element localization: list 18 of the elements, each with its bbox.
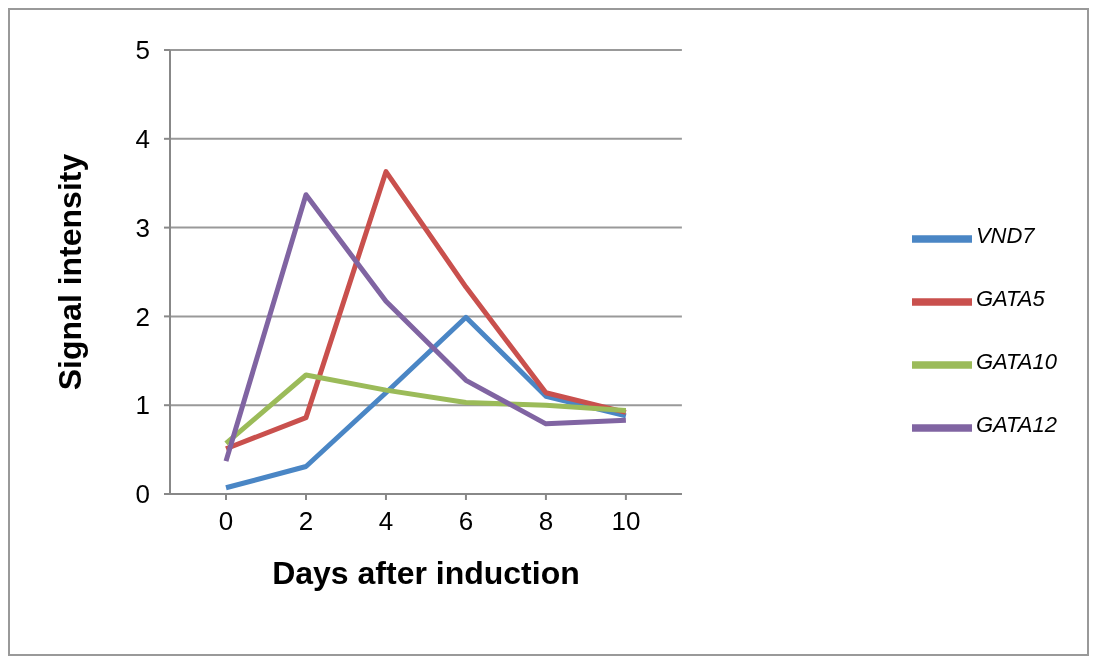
- x-tick-label: 10: [611, 506, 641, 537]
- x-tick-label: 6: [458, 506, 474, 537]
- y-tick-label: 3: [135, 212, 150, 243]
- x-tick-label: 8: [538, 506, 554, 537]
- legend-label: GATA10: [975, 349, 1057, 374]
- y-tick-label: 2: [135, 301, 150, 332]
- legend-label: GATA5: [975, 286, 1045, 312]
- legend-label: VND7: [975, 223, 1035, 249]
- legend-label: GATA12: [975, 411, 1057, 437]
- y-axis-title: Signal intensity: [52, 153, 89, 391]
- x-tick-label: 4: [378, 506, 394, 537]
- y-tick-label: 0: [135, 479, 150, 510]
- y-tick-label: 1: [135, 390, 150, 421]
- x-tick-label: 2: [298, 506, 314, 537]
- x-tick-label: 0: [218, 506, 234, 537]
- y-tick-label: 5: [135, 35, 150, 66]
- x-axis-title: Days after induction: [272, 555, 580, 591]
- y-tick-label: 4: [135, 124, 150, 155]
